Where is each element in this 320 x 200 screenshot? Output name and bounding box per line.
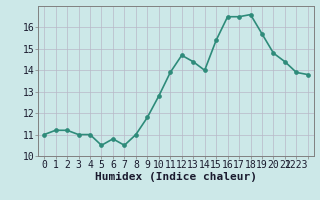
X-axis label: Humidex (Indice chaleur): Humidex (Indice chaleur) (95, 172, 257, 182)
